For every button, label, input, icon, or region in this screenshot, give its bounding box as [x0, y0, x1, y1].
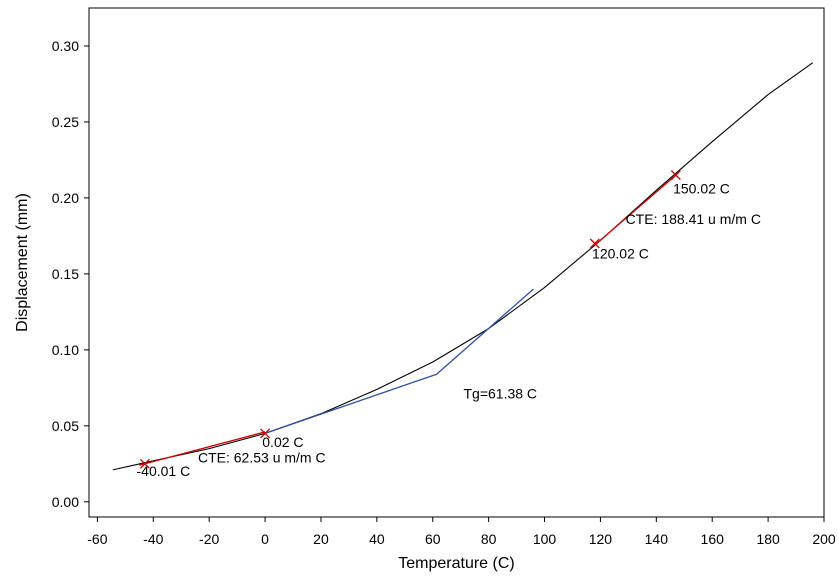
- y-tick-label: 0.05: [52, 418, 79, 434]
- x-axis: -60 -40 -20 0 20 40 60 80 100 120 140 160 180 200: [87, 517, 836, 547]
- x-tick-label: -20: [199, 531, 219, 547]
- x-tick-label: 40: [369, 531, 385, 547]
- y-tick-label: 0.30: [52, 38, 79, 54]
- annotation-label: 120.02 C: [592, 246, 649, 262]
- x-tick-label: 0: [261, 531, 269, 547]
- annotation-label: CTE: 188.41 u m/m C: [626, 211, 761, 227]
- annotation-label: 150.02 C: [673, 180, 730, 196]
- x-tick-label: -40: [143, 531, 163, 547]
- x-tick-label: 140: [645, 531, 669, 547]
- x-tick-label: 80: [481, 531, 497, 547]
- x-tick-label: 20: [313, 531, 329, 547]
- x-tick-label: 180: [756, 531, 780, 547]
- series-line-cte-fit-low: [139, 431, 266, 466]
- series-line-tg-tangent-lines: [264, 288, 534, 435]
- x-tick-label: -60: [87, 531, 107, 547]
- y-tick-label: 0.25: [52, 114, 79, 130]
- cross-marker: [260, 428, 271, 439]
- plot-frame: [88, 7, 825, 518]
- x-tick-label: 200: [812, 531, 836, 547]
- x-tick-label: 120: [589, 531, 613, 547]
- y-tick-label: 0.15: [52, 266, 79, 282]
- annotation-label: CTE: 62.53 u m/m C: [198, 449, 326, 465]
- cross-marker: [589, 238, 600, 249]
- x-tick-label: 160: [701, 531, 725, 547]
- annotation-label: Tg=61.38 C: [463, 385, 537, 401]
- x-tick-label: 100: [533, 531, 557, 547]
- y-axis-title: Displacement (mm): [14, 193, 31, 332]
- y-tick-label: 0.00: [52, 494, 79, 510]
- annotation-label: -40.01 C: [137, 463, 191, 479]
- x-axis-title: Temperature (C): [398, 555, 514, 572]
- series-layer: [112, 62, 814, 471]
- x-tick-label: 60: [425, 531, 441, 547]
- y-axis: 0.00 0.05 0.10 0.15 0.20 0.25 0.30: [52, 38, 89, 510]
- marker-layer: [139, 170, 681, 469]
- annotation-label: 0.02 C: [262, 434, 303, 450]
- series-line-displacement-curve: [112, 62, 814, 471]
- series-line-cte-fit-high: [594, 174, 677, 246]
- cross-marker: [670, 170, 681, 181]
- y-tick-label: 0.10: [52, 342, 79, 358]
- cross-marker: [139, 458, 150, 469]
- y-tick-label: 0.20: [52, 190, 79, 206]
